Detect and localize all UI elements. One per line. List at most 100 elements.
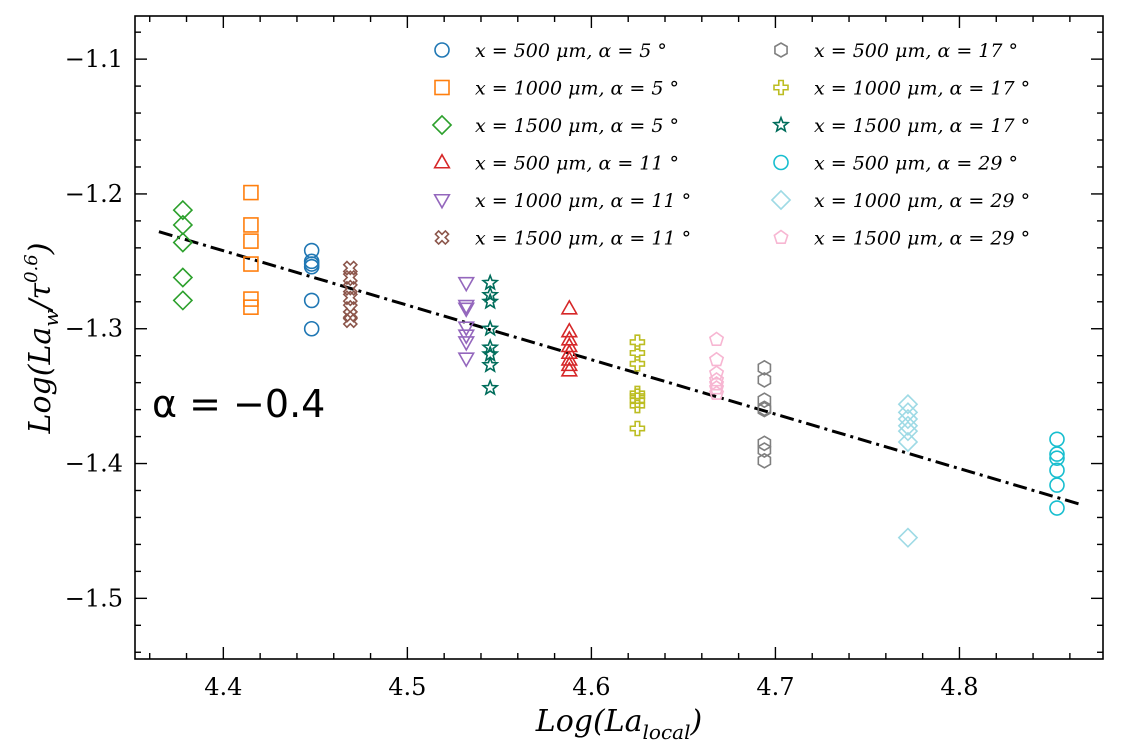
x-cross-marker (342, 260, 358, 276)
circle-marker (303, 292, 320, 309)
star-marker (771, 115, 791, 133)
data-points (172, 184, 1065, 548)
diamond-marker (897, 408, 919, 430)
circle-marker (1049, 500, 1065, 516)
legend-item: x = 500 μm, α = 5 ° (434, 40, 667, 62)
y-tick-label: −1.2 (65, 180, 123, 208)
circle-marker (1049, 450, 1065, 466)
legend-item: x = 1000 μm, α = 5 ° (434, 78, 679, 100)
legend: x = 500 μm, α = 5 ° x = 1000 μm, α = 5 ° x… (431, 40, 1030, 250)
legend-label: x = 1500 μm, α = 29 ° (814, 228, 1030, 250)
plus-marker (629, 355, 646, 372)
square-marker (243, 233, 259, 249)
axis-tick-labels: 4.4 4.5 4.6 4.7 4.8 −1.1 −1.2 −1.3 −1.4 −1.5 (65, 45, 979, 701)
pentagon-marker (773, 229, 789, 244)
star-marker (481, 355, 500, 373)
x-cross-marker (342, 269, 358, 286)
x-tick-label: 4.4 (204, 673, 242, 701)
alpha-annotation: α = −0.4 (152, 382, 325, 426)
y-tick-label: −1.4 (65, 450, 123, 478)
plus-marker (629, 420, 646, 437)
diamond-marker (172, 290, 194, 311)
triangle-up-marker (560, 361, 579, 377)
legend-item: x = 1000 μm, α = 11 ° (433, 190, 691, 212)
series-2 (243, 184, 259, 315)
hexagon-marker (757, 452, 772, 469)
legend-item: x = 500 μm, α = 29 ° (773, 153, 1018, 175)
series-4 (560, 299, 579, 377)
pentagon-marker (708, 331, 725, 346)
hexagon-marker (757, 359, 772, 376)
circle-marker (1049, 477, 1065, 493)
circle-marker (303, 320, 320, 337)
circle-marker (1049, 446, 1065, 462)
triangle-down-marker (457, 299, 475, 316)
triangle-up-marker (560, 355, 579, 372)
legend-label: x = 1000 μm, α = 29 ° (814, 190, 1030, 212)
diamond-marker (897, 415, 919, 437)
square-marker (243, 256, 259, 272)
x-cross-marker (434, 229, 450, 246)
pentagon-marker (708, 376, 725, 391)
fit-line (158, 230, 1080, 506)
diamond-marker (770, 189, 792, 211)
plus-marker (773, 79, 789, 96)
legend-item: x = 1500 μm, α = 17 ° (771, 115, 1030, 137)
hexagon-marker (757, 372, 772, 388)
diamond-marker (897, 527, 919, 548)
hexagon-marker (757, 442, 772, 458)
legend-item: x = 1000 μm, α = 29 ° (770, 189, 1030, 212)
circle-marker (303, 256, 320, 272)
legend-item: x = 500 μm, α = 11 ° (433, 153, 679, 175)
hexagon-marker (757, 435, 772, 452)
legend-label: x = 500 μm, α = 29 ° (814, 153, 1018, 175)
circle-marker (434, 42, 450, 58)
triangle-down-marker (457, 352, 475, 368)
hexagon-marker (757, 400, 772, 417)
star-marker (481, 378, 500, 396)
square-marker (434, 79, 450, 96)
hexagon-marker (774, 42, 788, 58)
legend-label: x = 1500 μm, α = 5 ° (475, 115, 679, 137)
x-tick-label: 4.7 (756, 673, 794, 701)
legend-label: x = 1500 μm, α = 11 ° (475, 228, 691, 250)
x-tick-label: 4.5 (388, 673, 426, 701)
triangle-up-marker (433, 153, 451, 169)
square-marker (243, 217, 259, 233)
circle-marker (1049, 431, 1065, 448)
series-8 (629, 334, 646, 437)
triangle-down-marker (457, 321, 475, 337)
series-1 (303, 242, 320, 337)
square-marker (243, 184, 259, 201)
hexagon-marker (757, 392, 772, 409)
legend-item: x = 1500 μm, α = 5 ° (431, 114, 679, 137)
diamond-marker (172, 199, 194, 221)
diamond-marker (897, 431, 919, 453)
star-marker (481, 319, 500, 337)
legend-label: x = 1500 μm, α = 17 ° (814, 115, 1030, 137)
series-10 (1049, 431, 1065, 516)
legend-label: x = 1000 μm, α = 17 ° (814, 78, 1030, 100)
star-marker (481, 338, 500, 356)
series-11 (897, 393, 919, 548)
triangle-down-marker (457, 276, 475, 293)
diamond-marker (172, 267, 194, 288)
legend-item: x = 1000 μm, α = 17 ° (773, 78, 1030, 100)
legend-label: x = 500 μm, α = 5 ° (475, 40, 667, 62)
x-axis-label: Log(Lalocal) (535, 704, 702, 744)
star-marker (481, 292, 500, 310)
x-cross-marker (342, 280, 358, 296)
x-tick-label: 4.8 (940, 673, 978, 701)
series-3 (172, 199, 194, 311)
circle-marker (773, 154, 789, 171)
pentagon-marker (708, 380, 725, 395)
legend-item: x = 500 μm, α = 17 ° (774, 40, 1018, 62)
series-7 (757, 359, 772, 469)
diamond-marker (897, 393, 919, 415)
x-tick-label: 4.6 (572, 673, 610, 701)
plot-frame (134, 15, 1104, 660)
legend-label: x = 500 μm, α = 11 ° (475, 153, 679, 175)
triangle-down-marker (457, 302, 475, 318)
series-5 (457, 276, 475, 368)
